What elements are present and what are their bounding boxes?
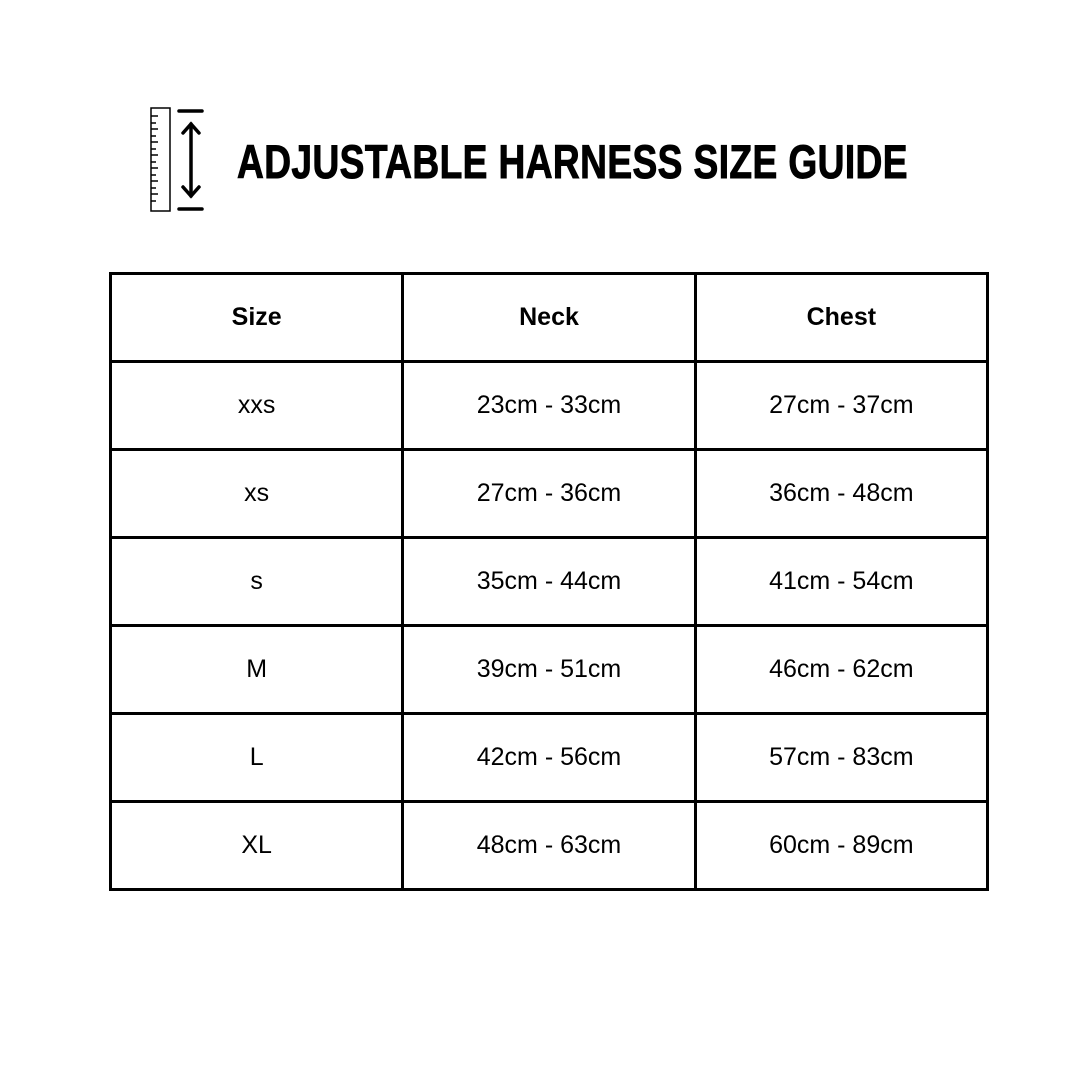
- page-title: ADJUSTABLE HARNESS SIZE GUIDE: [237, 135, 908, 188]
- column-header-neck: Neck: [401, 272, 697, 363]
- chest-cell: 60cm - 89cm: [693, 800, 990, 891]
- size-cell: XL: [108, 800, 405, 891]
- neck-cell: 42cm - 56cm: [401, 712, 697, 803]
- size-cell: M: [108, 624, 405, 715]
- column-header-chest: Chest: [693, 272, 990, 363]
- chest-cell: 57cm - 83cm: [693, 712, 990, 803]
- ruler-measure-icon: [150, 107, 204, 212]
- table-row: L 42cm - 56cm 57cm - 83cm: [108, 712, 990, 803]
- table-row: xs 27cm - 36cm 36cm - 48cm: [108, 448, 990, 539]
- column-header-size: Size: [108, 272, 405, 363]
- chest-cell: 46cm - 62cm: [693, 624, 990, 715]
- size-cell: xs: [108, 448, 405, 539]
- neck-cell: 39cm - 51cm: [401, 624, 697, 715]
- table-row: xxs 23cm - 33cm 27cm - 37cm: [108, 360, 990, 451]
- size-table: Size Neck Chest xxs 23cm - 33cm 27cm - 37c…: [108, 272, 990, 891]
- size-cell: xxs: [108, 360, 405, 451]
- size-cell: s: [108, 536, 405, 627]
- table-header-row: Size Neck Chest: [108, 272, 990, 363]
- neck-cell: 48cm - 63cm: [401, 800, 697, 891]
- chest-cell: 41cm - 54cm: [693, 536, 990, 627]
- size-cell: L: [108, 712, 405, 803]
- chest-cell: 27cm - 37cm: [693, 360, 990, 451]
- table-row: M 39cm - 51cm 46cm - 62cm: [108, 624, 990, 715]
- table-row: s 35cm - 44cm 41cm - 54cm: [108, 536, 990, 627]
- neck-cell: 35cm - 44cm: [401, 536, 697, 627]
- neck-cell: 27cm - 36cm: [401, 448, 697, 539]
- chest-cell: 36cm - 48cm: [693, 448, 990, 539]
- table-row: XL 48cm - 63cm 60cm - 89cm: [108, 800, 990, 891]
- neck-cell: 23cm - 33cm: [401, 360, 697, 451]
